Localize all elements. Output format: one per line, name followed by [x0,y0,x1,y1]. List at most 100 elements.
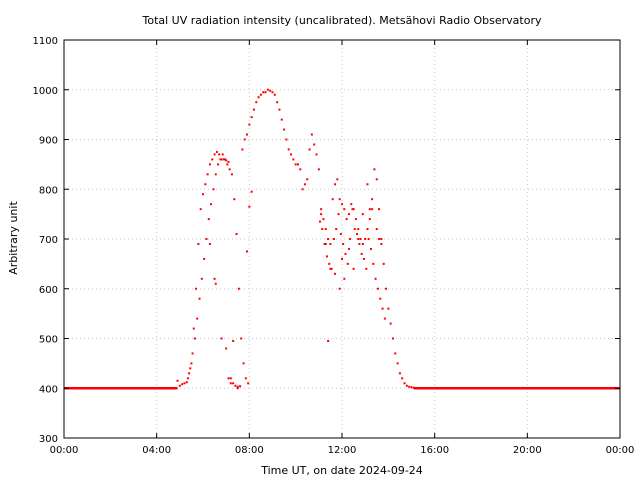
data-point [212,188,215,191]
data-point [347,213,350,216]
data-point [325,255,328,258]
data-point [318,220,321,223]
data-point [334,272,337,275]
data-point [181,383,184,386]
data-point [338,198,341,201]
data-point [204,183,207,186]
data-point [367,238,370,240]
data-point [278,108,281,111]
data-point [405,384,408,387]
data-point [235,233,238,236]
data-point [330,267,333,270]
data-point [408,385,411,388]
data-point [394,352,397,355]
data-point [356,233,359,236]
data-point [273,93,276,96]
data-point [380,242,383,245]
data-point [264,91,267,94]
y-axis-ticks: 300 400 500 600 700 800 900 1000 1100 [33,36,620,445]
data-point [259,93,262,96]
chart-title: Total UV radiation intensity (uncalibrat… [142,14,542,27]
data-point [353,228,356,231]
data-point [347,247,350,250]
data-point [189,367,192,370]
data-point [349,238,352,240]
data-point [229,377,232,380]
data-point [401,377,404,380]
data-point [389,322,392,325]
data-point [195,287,198,290]
x-axis-label: Time UT, on date 2024-09-24 [260,464,423,477]
data-point [248,205,251,208]
data-point [352,267,355,270]
data-point [336,178,339,181]
data-point [342,242,345,245]
data-point [213,153,216,156]
data-point [219,158,222,161]
data-point [280,118,283,121]
data-point [178,384,181,387]
data-point [214,282,217,285]
data-point [222,158,225,161]
data-point [380,238,383,240]
data-point [192,327,195,330]
x-tick-label: 00:00 [606,445,635,456]
data-point [232,339,235,342]
data-point [379,297,382,300]
data-point [368,218,371,221]
data-point [240,337,243,340]
data-point [412,386,415,389]
data-point [381,307,384,310]
data-point [350,203,353,206]
data-point [287,148,290,151]
data-point [403,382,406,385]
data-point [196,317,199,320]
data-point [266,88,269,91]
data-point [369,247,372,250]
data-point [337,213,340,216]
data-point [339,233,342,236]
data-point [345,218,348,221]
data-point [247,382,250,385]
data-point [255,101,258,104]
data-point [303,183,306,186]
data-point [246,133,249,136]
data-point [396,362,399,365]
data-point [237,287,240,290]
data-point [202,193,204,196]
data-point [296,163,299,166]
data-point [375,178,378,181]
data-point [383,317,386,320]
data-point [361,213,364,216]
data-point [385,287,388,290]
data-point [227,160,230,163]
data-point [360,252,363,255]
data-point [292,158,295,161]
data-point [357,228,360,231]
data-point [315,153,318,156]
data-point [331,198,334,201]
data-point [387,307,390,310]
x-tick-label: 04:00 [142,445,171,456]
data-point [335,228,338,231]
data-point [191,352,194,355]
data-point [176,379,179,382]
data-points [176,88,415,390]
data-point [372,262,375,265]
data-point [327,238,330,240]
data-point [313,143,316,146]
data-point [344,252,347,255]
data-point [203,257,206,260]
data-point [217,163,220,166]
x-tick-label: 00:00 [50,445,79,456]
data-point [225,347,228,350]
data-point [351,208,354,211]
x-axis-ticks: 00:00 04:00 08:00 12:00 16:00 20:00 00:00 [50,40,635,456]
data-point [391,337,394,340]
data-point [366,228,369,231]
data-point [234,384,237,387]
y-tick-label: 600 [39,285,58,296]
data-point [206,173,209,176]
y-tick-label: 1100 [33,36,58,47]
x-tick-label: 20:00 [513,445,542,456]
